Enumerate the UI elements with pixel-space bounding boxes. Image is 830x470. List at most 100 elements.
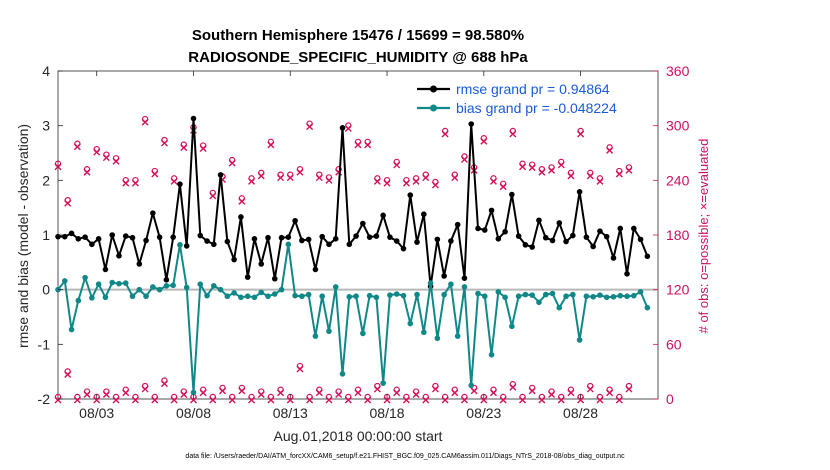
- rmse-point: [129, 234, 136, 241]
- obs-count-low-point: [257, 388, 265, 399]
- evaluated-obs-cross: [267, 396, 275, 404]
- obs-count-low-point: [151, 393, 159, 404]
- rmse-point: [224, 238, 231, 245]
- rmse-point: [637, 236, 644, 243]
- y-axis-label-left: rmse and bias (model - observation): [15, 124, 31, 348]
- rmse-point: [631, 225, 637, 232]
- bias-point: [150, 284, 156, 290]
- obs-count-low-point: [83, 388, 91, 399]
- evaluated-obs-cross: [489, 389, 497, 397]
- evaluated-obs-cross: [538, 396, 546, 404]
- rmse-point: [515, 233, 522, 239]
- evaluated-obs-cross: [151, 170, 159, 178]
- evaluated-obs-cross: [160, 139, 168, 147]
- obs-count-high-point: [480, 135, 488, 145]
- y-tick-label: 1: [42, 227, 50, 243]
- rmse-point: [570, 232, 576, 239]
- rmse-point: [454, 221, 461, 228]
- obs-count-low-point: [160, 377, 168, 388]
- bias-point: [488, 351, 495, 358]
- obs-count-low-point: [73, 393, 81, 404]
- obs-count-high-point: [567, 169, 575, 180]
- rmse-point: [522, 242, 529, 248]
- rmse-point: [319, 233, 325, 240]
- bias-point: [590, 293, 596, 300]
- evaluated-obs-cross: [480, 137, 488, 145]
- y-tick-label: 4: [42, 63, 50, 79]
- evaluated-obs-cross: [373, 177, 381, 185]
- bias-point: [603, 294, 610, 301]
- rmse-point: [82, 234, 88, 240]
- evaluated-obs-cross: [451, 174, 459, 182]
- evaluated-obs-cross: [451, 389, 459, 397]
- obs-count-high-point: [306, 120, 314, 131]
- data-file-footnote: data file: /Users/raeder/DAI/ATM_forcXX/…: [185, 453, 625, 460]
- rmse-point: [617, 225, 624, 232]
- y-tick-label: -1: [38, 336, 51, 352]
- rmse-point: [502, 228, 508, 235]
- obs-count-high-point: [315, 171, 323, 182]
- obs-count-high-point: [257, 169, 265, 180]
- bias-point: [441, 291, 447, 298]
- obs-count-low-point: [451, 386, 459, 397]
- rmse-point: [603, 233, 610, 240]
- rmse-point: [448, 238, 454, 244]
- obs-count-high-point: [267, 138, 275, 149]
- obs-count-high-point: [606, 144, 614, 154]
- bias-point: [400, 292, 407, 299]
- rmse-point: [183, 243, 190, 249]
- obs-count-high-point: [277, 171, 285, 182]
- rmse-point: [556, 220, 563, 226]
- obs-count-high-point: [364, 138, 372, 149]
- x-tick-label: 08/13: [273, 405, 308, 421]
- evaluated-obs-cross: [180, 391, 188, 399]
- obs-count-high-point: [412, 175, 420, 185]
- obs-count-low-point: [199, 386, 207, 397]
- obs-count-high-point: [557, 158, 565, 169]
- rmse-point: [407, 192, 414, 198]
- bias-point: [617, 292, 624, 299]
- bias-point: [319, 293, 325, 300]
- obs-count-high-point: [286, 171, 294, 182]
- bias-point: [515, 293, 522, 300]
- obs-count-high-point: [296, 166, 304, 176]
- rmse-point: [326, 241, 332, 248]
- obs-count-low-point: [238, 384, 246, 395]
- bias-point: [434, 335, 441, 342]
- rmse-point: [529, 244, 535, 250]
- obs-count-high-point: [586, 169, 594, 180]
- bias-point: [549, 290, 556, 297]
- evaluated-obs-cross: [209, 396, 217, 404]
- evaluated-obs-cross: [228, 396, 236, 404]
- evaluated-obs-cross: [170, 396, 178, 404]
- bias-point: [509, 323, 515, 330]
- obs-count-low-point: [393, 386, 401, 397]
- rmse-point: [576, 189, 583, 195]
- y-tick-label: 0: [42, 282, 50, 298]
- bias-point: [129, 293, 136, 300]
- evaluated-obs-cross: [615, 170, 623, 178]
- obs-count-high-point: [577, 127, 585, 138]
- rmse-point: [461, 275, 468, 281]
- bias-point: [346, 293, 353, 300]
- obs-count-high-point: [528, 161, 536, 172]
- rmse-point: [163, 277, 170, 283]
- obs-count-high-point: [54, 160, 62, 171]
- bias-point: [454, 333, 461, 339]
- y-axis-ticks-left: -2 -1 0 1 2 3 4: [38, 63, 63, 407]
- evaluated-obs-cross: [199, 389, 207, 397]
- evaluated-obs-cross: [160, 380, 168, 388]
- obs-count-low-point: [112, 393, 120, 404]
- evaluated-obs-cross: [364, 141, 372, 149]
- evaluated-obs-cross: [441, 130, 449, 138]
- evaluated-obs-cross: [567, 389, 575, 397]
- rmse-point: [231, 256, 237, 263]
- bias-point: [427, 280, 434, 286]
- obs-count-high-point: [122, 176, 130, 187]
- y-axis-ticks-right: 0 60 120 180 240 300 360: [653, 63, 690, 407]
- evaluated-obs-cross: [470, 387, 478, 395]
- evaluated-obs-cross: [528, 164, 536, 172]
- bias-point: [265, 293, 271, 300]
- obs-count-low-point: [431, 382, 439, 393]
- bias-point: [197, 281, 204, 288]
